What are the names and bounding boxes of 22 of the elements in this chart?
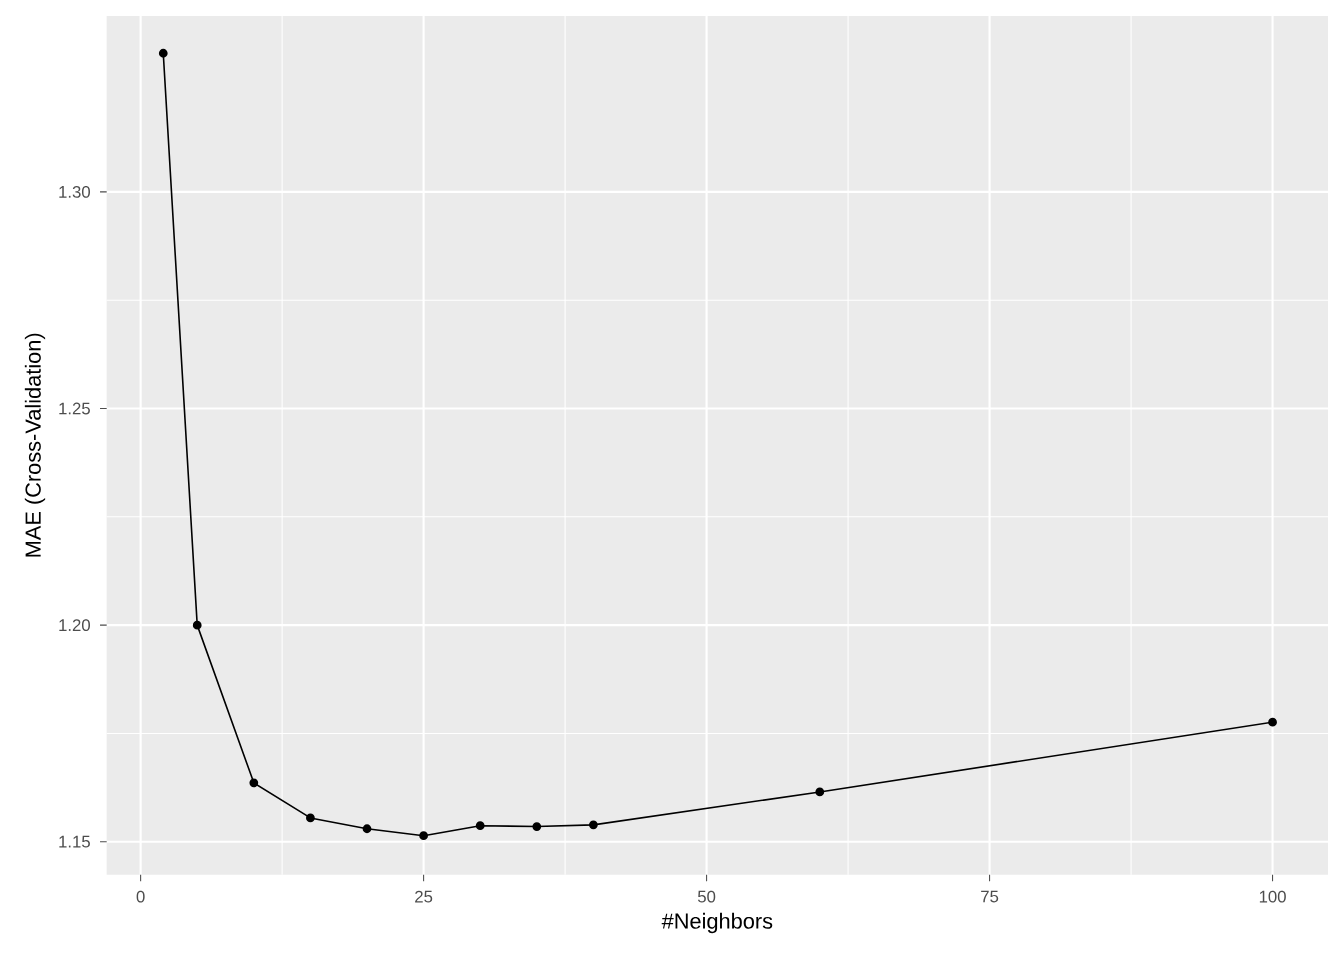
- point: [475, 821, 485, 831]
- point: [532, 822, 542, 831]
- x-tick-label: 50: [697, 890, 716, 903]
- y-tick-label: 1.20: [59, 619, 90, 632]
- point: [1268, 717, 1277, 727]
- point: [306, 813, 315, 823]
- x-axis-title: #Neighbors: [661, 912, 773, 934]
- point: [815, 787, 825, 797]
- x-tick-label: 25: [415, 890, 433, 903]
- x-tick-label: 75: [981, 890, 999, 903]
- point: [589, 820, 598, 830]
- x-tick-label: 0: [136, 890, 145, 903]
- y-tick-label: 1.25: [59, 402, 90, 415]
- point: [419, 831, 428, 841]
- y-tick-label: 1.15: [59, 835, 90, 848]
- point: [158, 48, 168, 58]
- y-tick-label: 1.30: [59, 185, 90, 198]
- point: [362, 824, 372, 834]
- x-tick-label: 100: [1259, 890, 1286, 903]
- point: [249, 778, 259, 788]
- y-axis-title: MAE (Cross-Validation): [24, 333, 46, 557]
- point: [192, 620, 202, 630]
